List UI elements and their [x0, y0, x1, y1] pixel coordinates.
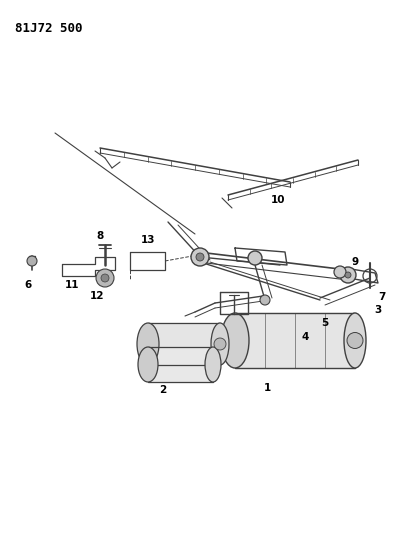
- Circle shape: [191, 248, 209, 266]
- Ellipse shape: [211, 323, 229, 365]
- Ellipse shape: [221, 313, 249, 368]
- Text: 81J72 500: 81J72 500: [15, 22, 83, 35]
- Text: 5: 5: [321, 318, 329, 328]
- Text: 10: 10: [271, 195, 285, 205]
- Circle shape: [260, 295, 270, 305]
- Text: 1: 1: [263, 383, 271, 393]
- Text: 6: 6: [24, 280, 31, 290]
- Text: 3: 3: [375, 305, 382, 315]
- Circle shape: [101, 274, 109, 282]
- Circle shape: [96, 269, 114, 287]
- Text: 7: 7: [378, 292, 386, 302]
- Circle shape: [347, 333, 363, 349]
- Ellipse shape: [205, 347, 221, 382]
- Ellipse shape: [344, 313, 366, 368]
- Circle shape: [340, 267, 356, 283]
- Text: 8: 8: [96, 231, 104, 241]
- Circle shape: [27, 256, 37, 266]
- Text: 13: 13: [141, 235, 155, 245]
- Circle shape: [248, 251, 262, 265]
- Circle shape: [334, 266, 346, 278]
- Text: 4: 4: [301, 332, 309, 342]
- Text: 2: 2: [160, 385, 167, 395]
- Text: 11: 11: [65, 280, 79, 290]
- Circle shape: [345, 272, 351, 278]
- Circle shape: [214, 338, 226, 350]
- Text: 9: 9: [351, 257, 358, 267]
- Ellipse shape: [137, 323, 159, 365]
- Ellipse shape: [138, 347, 158, 382]
- Text: 12: 12: [90, 291, 104, 301]
- Circle shape: [196, 253, 204, 261]
